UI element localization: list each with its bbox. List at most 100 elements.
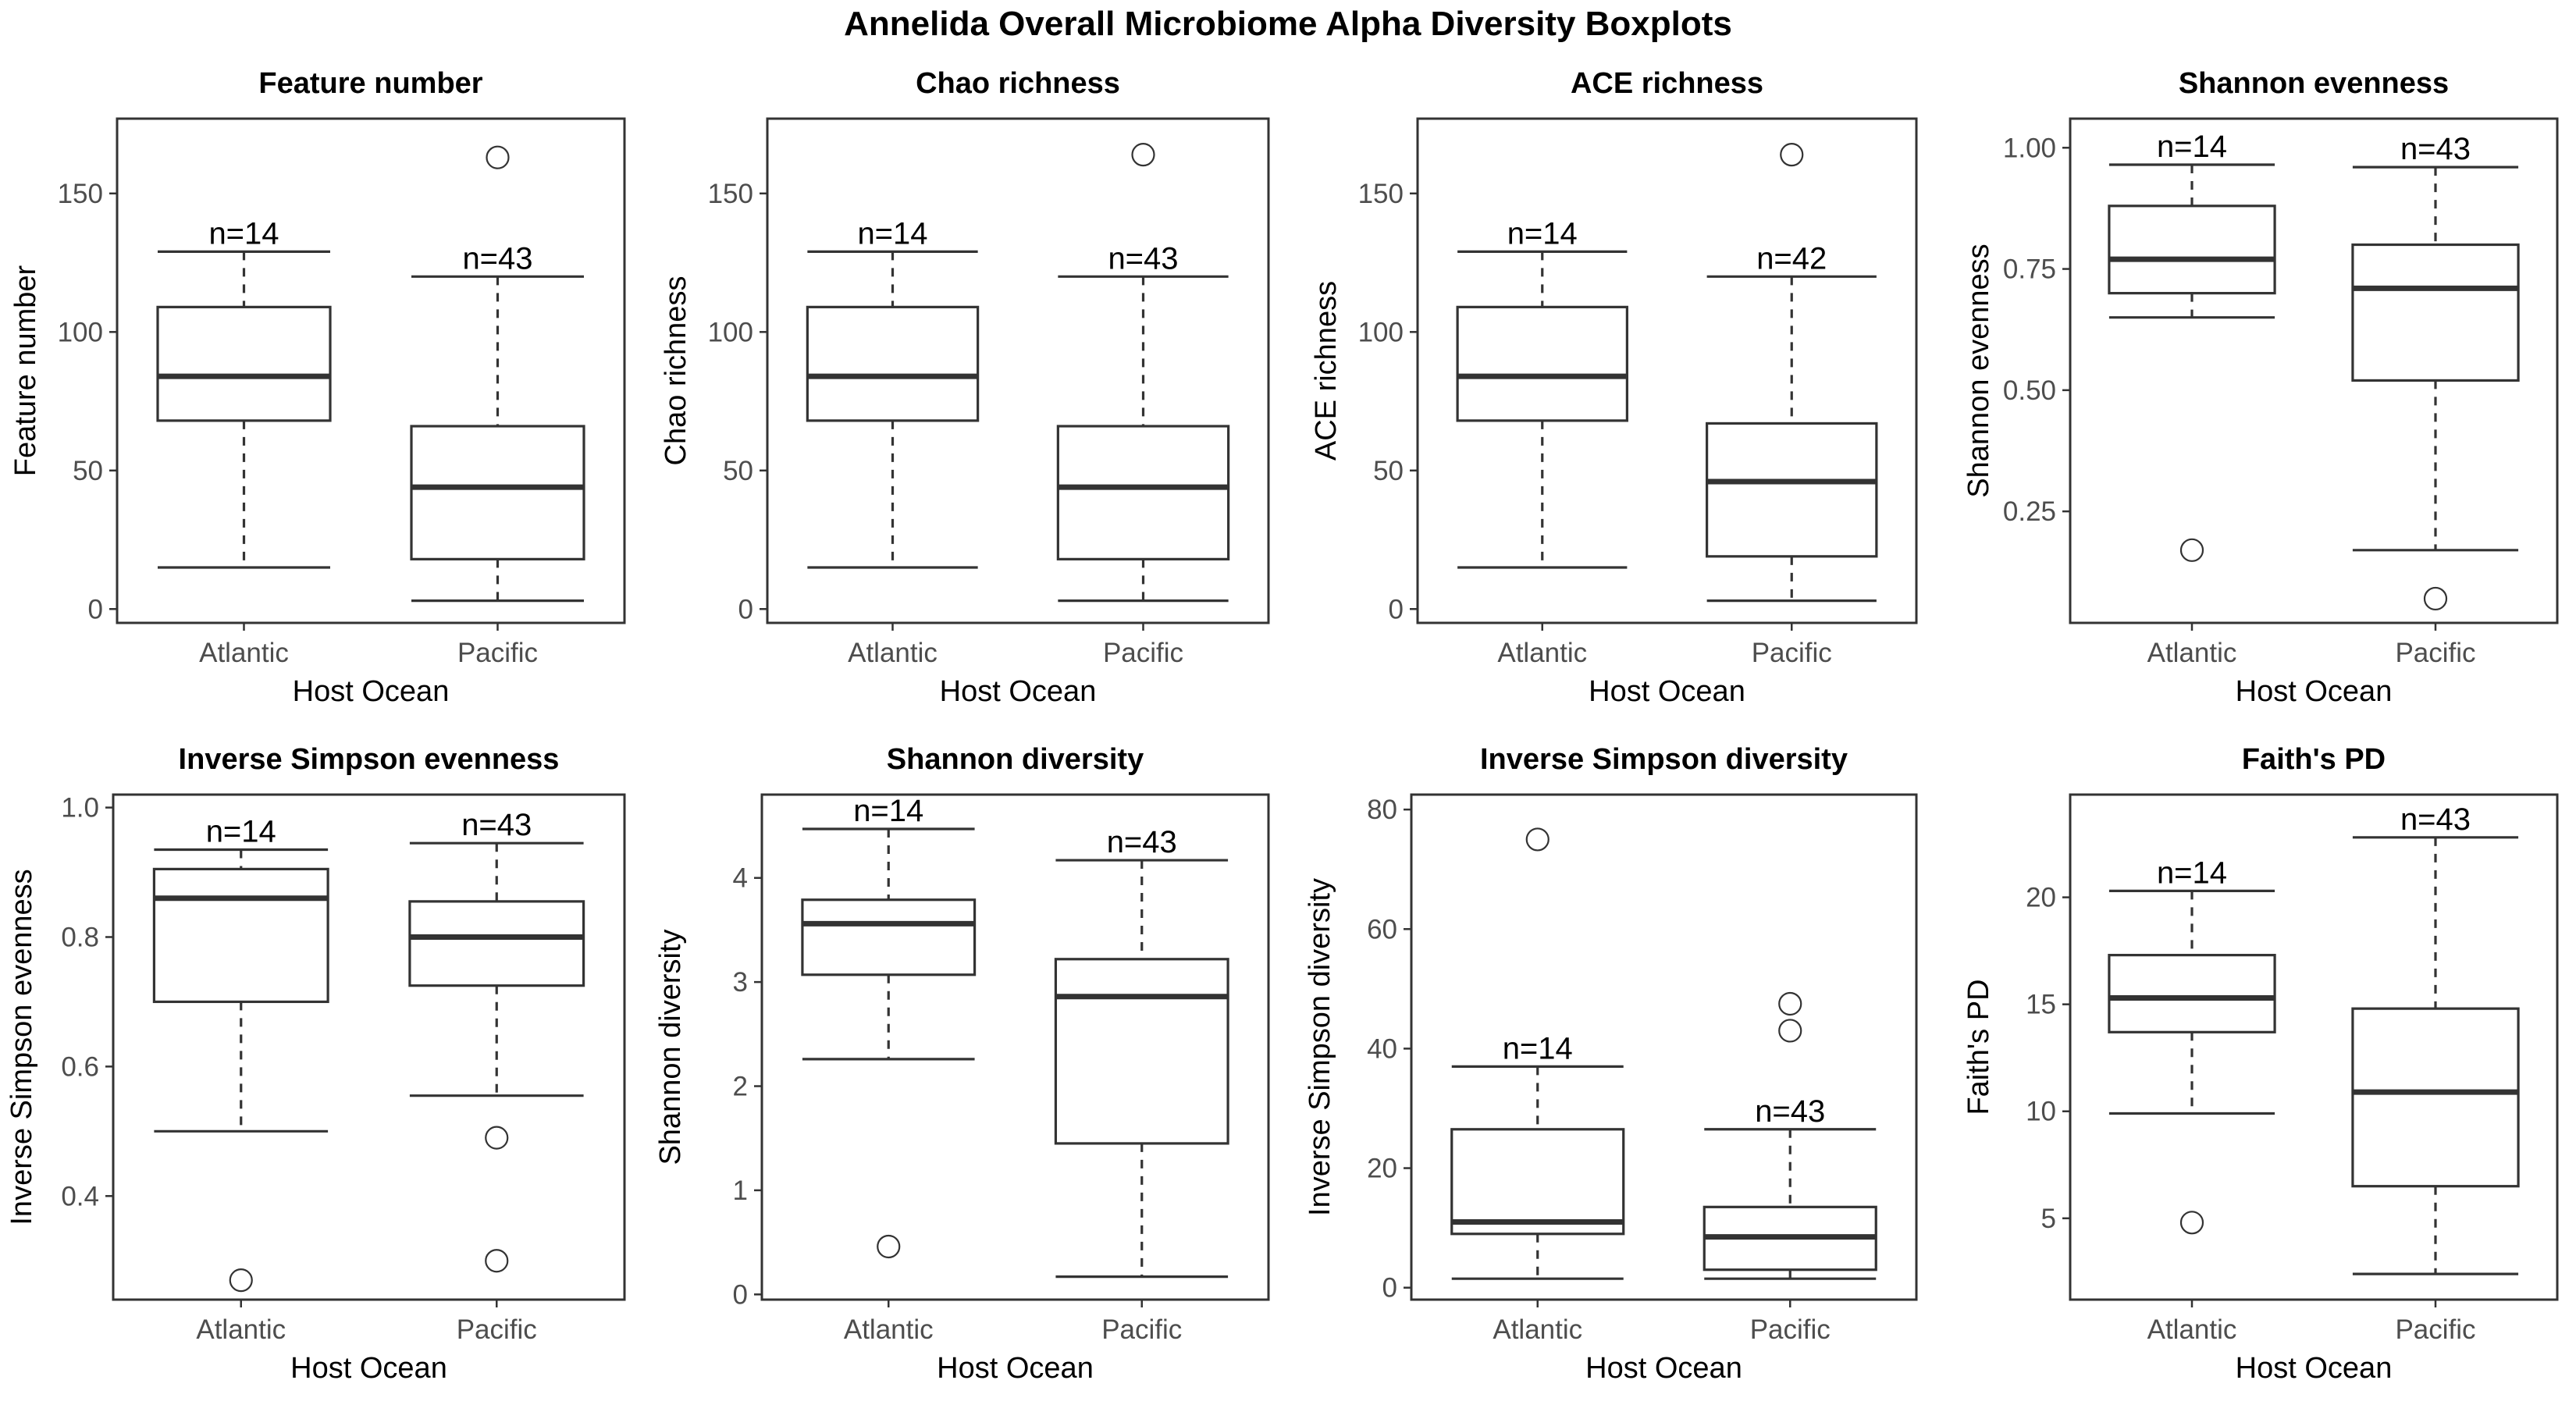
panel-2: Chao richness 0 50 100 150 Atlantic PacificHos… (660, 67, 1270, 708)
y-tick-label: 100 (1358, 317, 1404, 347)
outlier-point (2179, 538, 2204, 562)
box-pacific: n=43 (410, 145, 585, 603)
panel-title: Inverse Simpson diversity (1480, 743, 1848, 776)
x-axis-label: Host Ocean (937, 1352, 1094, 1385)
y-tick-label: 0 (738, 594, 753, 624)
sample-size-label: n=14 (206, 815, 276, 849)
y-tick-label: 10 (2026, 1097, 2056, 1127)
y-tick-label: 50 (1373, 456, 1404, 486)
panel-border (760, 793, 1270, 1301)
box-pacific: n=43 (1056, 143, 1230, 603)
x-tick-label: Atlantic (199, 638, 289, 668)
sample-size-label: n=14 (1503, 1031, 1573, 1065)
x-tick-label: Pacific (1752, 638, 1832, 668)
y-tick-label: 0 (88, 594, 103, 624)
x-tick-label: Atlantic (848, 638, 938, 668)
sample-size-label: n=43 (462, 241, 532, 276)
outlier-point (229, 1268, 253, 1293)
sample-size-label: n=43 (1107, 825, 1177, 859)
y-axis-label: Shannon diversity (654, 929, 687, 1165)
sample-size-label: n=43 (1108, 241, 1178, 276)
x-tick-label: Atlantic (196, 1314, 286, 1345)
outlier-point (1778, 991, 1802, 1016)
x-axis-label: Host Ocean (290, 1352, 447, 1385)
y-tick-label: 2 (733, 1072, 748, 1102)
x-tick-label: Pacific (2395, 638, 2475, 668)
y-tick-label: 1.00 (2003, 133, 2056, 163)
y-tick-label: 20 (1367, 1154, 1397, 1184)
y-axis-label: ACE richness (1310, 281, 1343, 461)
x-axis-label: Host Ocean (1585, 1352, 1742, 1385)
y-tick-label: 100 (708, 317, 753, 347)
x-tick-label: Atlantic (1493, 1314, 1582, 1345)
iqr-box (152, 867, 329, 1004)
sample-size-label: n=43 (2400, 132, 2471, 166)
y-tick-label: 0.4 (61, 1181, 99, 1211)
box-atlantic: n=14 (1456, 216, 1628, 569)
iqr-box (2351, 1007, 2520, 1188)
box-atlantic: n=14 (801, 794, 977, 1259)
box-pacific: n=43 (2351, 802, 2520, 1275)
panel-title: ACE richness (1571, 67, 1763, 100)
panel-border (2069, 117, 2559, 624)
y-tick-label: 150 (58, 179, 103, 209)
sample-size-label: n=43 (1755, 1094, 1825, 1129)
y-tick-label: 20 (2026, 883, 2056, 913)
sample-size-label: n=14 (2157, 130, 2227, 164)
y-tick-label: 0.75 (2003, 254, 2056, 285)
box-atlantic: n=14 (2108, 130, 2276, 562)
panel-1: Feature number 0 50 100 150 Atlantic PacificHo… (9, 67, 626, 708)
y-tick-label: 15 (2026, 990, 2056, 1020)
iqr-box (2108, 954, 2276, 1033)
panel-title: Shannon diversity (887, 743, 1144, 776)
iqr-box (408, 900, 585, 987)
panel-title: Chao richness (916, 67, 1120, 100)
box-pacific: n=43 (1703, 991, 1877, 1280)
y-tick-label: 0 (1389, 594, 1404, 624)
outlier-point (1525, 827, 1550, 852)
y-tick-label: 0.25 (2003, 496, 2056, 527)
iqr-box (1056, 425, 1230, 560)
panel-title: Inverse Simpson evenness (179, 743, 560, 776)
box-pacific: n=42 (1706, 143, 1878, 603)
y-axis-label: Chao richness (660, 276, 692, 466)
x-tick-label: Pacific (457, 1314, 537, 1345)
outlier-point (486, 145, 510, 169)
y-tick-label: 100 (58, 317, 103, 347)
sample-size-label: n=14 (208, 216, 279, 251)
x-axis-label: Host Ocean (1589, 675, 1745, 708)
outlier-point (485, 1249, 509, 1273)
panel-5: Inverse Simpson evenness 0.4 0.6 0.8 1.0 Atla… (5, 743, 626, 1385)
panel-border (766, 117, 1270, 624)
y-tick-label: 80 (1367, 795, 1397, 825)
y-tick-label: 1 (733, 1176, 748, 1206)
y-tick-label: 0 (733, 1279, 748, 1310)
box-atlantic: n=14 (156, 216, 332, 569)
x-tick-label: Pacific (457, 638, 538, 668)
box-pacific: n=43 (2351, 132, 2520, 611)
iqr-box (801, 898, 977, 976)
y-tick-label: 60 (1367, 914, 1397, 944)
box-atlantic: n=14 (152, 815, 329, 1293)
sample-size-label: n=43 (461, 808, 532, 842)
outlier-point (2179, 1211, 2204, 1235)
outlier-point (485, 1126, 509, 1150)
panel-border (2069, 793, 2559, 1301)
iqr-box (806, 305, 980, 422)
x-axis-label: Host Ocean (940, 675, 1097, 708)
panel-3: ACE richness 0 50 100 150 Atlantic PacificHost… (1310, 67, 1918, 708)
sample-size-label: n=42 (1756, 241, 1827, 276)
outlier-point (877, 1234, 901, 1259)
x-tick-label: Pacific (1750, 1314, 1831, 1345)
sample-size-label: n=14 (853, 794, 923, 828)
y-tick-label: 0.50 (2003, 375, 2056, 406)
y-tick-label: 150 (708, 179, 753, 209)
box-pacific: n=43 (408, 808, 585, 1273)
x-axis-label: Host Ocean (2236, 675, 2393, 708)
y-axis-label: Inverse Simpson evenness (5, 869, 38, 1225)
x-tick-label: Pacific (2395, 1314, 2475, 1345)
y-tick-label: 0.6 (61, 1051, 99, 1082)
box-atlantic: n=14 (2108, 855, 2276, 1235)
y-tick-label: 0 (1382, 1273, 1397, 1304)
